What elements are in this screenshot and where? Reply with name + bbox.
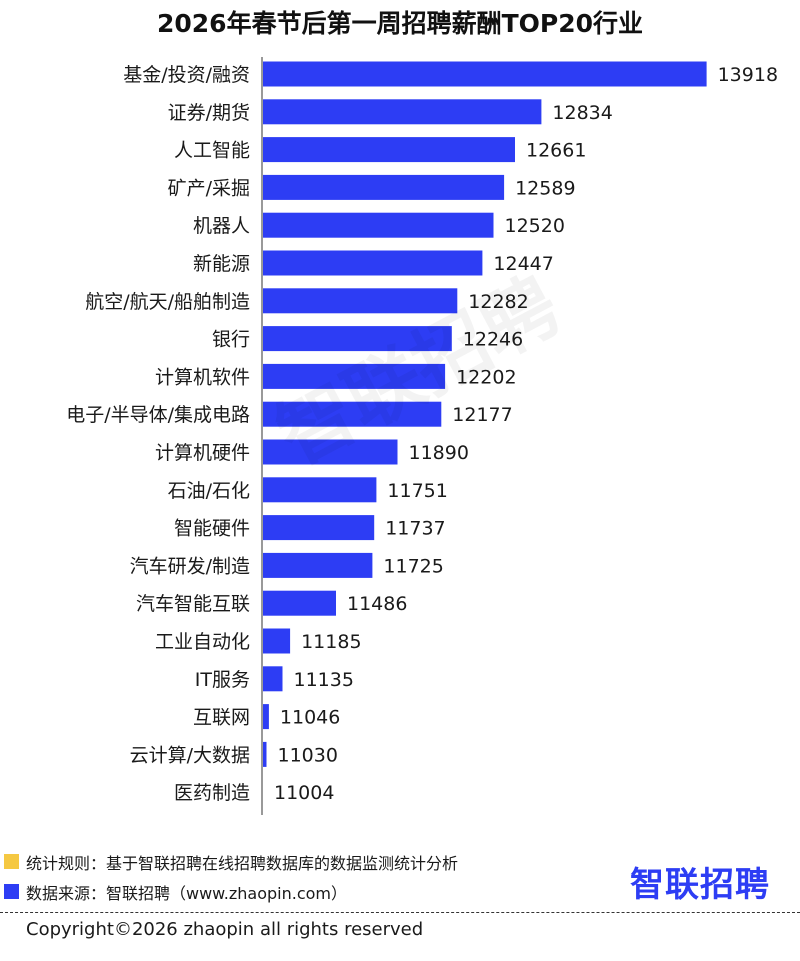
legend-source-swatch <box>4 884 19 899</box>
value-label-18: 11046 <box>280 707 340 729</box>
value-label-4: 12589 <box>515 177 575 199</box>
category-label-15: 汽车智能互联 <box>136 593 250 615</box>
bar-10 <box>263 401 442 427</box>
zhaopin-logo: 智联招聘 <box>630 865 770 905</box>
category-label-3: 人工智能 <box>174 140 250 162</box>
value-label-5: 12520 <box>505 215 565 237</box>
bar-18 <box>263 704 269 730</box>
value-label-8: 12246 <box>463 329 523 351</box>
value-label-9: 12202 <box>456 366 516 388</box>
value-label-19: 11030 <box>278 744 338 766</box>
value-label-12: 11751 <box>387 480 447 502</box>
category-label-7: 航空/航天/船舶制造 <box>85 291 250 313</box>
value-label-16: 11185 <box>301 631 361 653</box>
value-label-13: 11737 <box>385 518 445 540</box>
category-label-6: 新能源 <box>193 253 250 275</box>
legend-rule-swatch <box>4 854 19 869</box>
category-label-1: 基金/投资/融资 <box>123 64 250 86</box>
category-label-5: 机器人 <box>193 215 250 237</box>
value-label-7: 12282 <box>468 291 528 313</box>
bar-5 <box>263 212 494 238</box>
bar-7 <box>263 288 458 314</box>
bar-13 <box>263 515 375 541</box>
value-label-6: 12447 <box>493 253 553 275</box>
bar-9 <box>263 363 446 389</box>
category-label-8: 银行 <box>212 329 250 351</box>
bar-12 <box>263 477 377 503</box>
category-label-19: 云计算/大数据 <box>130 744 250 766</box>
bar-3 <box>263 137 515 163</box>
bar-14 <box>263 552 373 578</box>
category-label-11: 计算机硬件 <box>155 442 250 464</box>
category-label-13: 智能硬件 <box>174 518 250 540</box>
category-label-9: 计算机软件 <box>155 366 250 388</box>
category-label-17: IT服务 <box>195 669 250 691</box>
value-label-15: 11486 <box>347 593 407 615</box>
category-label-18: 互联网 <box>193 707 250 729</box>
value-label-14: 11725 <box>383 555 443 577</box>
chart-title: 2026年春节后第一周招聘薪酬TOP20行业 <box>157 9 643 38</box>
category-label-2: 证券/期货 <box>168 102 250 124</box>
category-label-16: 工业自动化 <box>155 631 250 653</box>
bar-2 <box>263 99 542 125</box>
category-label-4: 矿产/采掘 <box>168 177 250 199</box>
bar-19 <box>263 741 267 767</box>
bar-17 <box>263 666 283 692</box>
value-label-17: 11135 <box>294 669 354 691</box>
bar-6 <box>263 250 483 276</box>
value-label-10: 12177 <box>452 404 512 426</box>
bar-11 <box>263 439 398 465</box>
value-label-2: 12834 <box>552 102 612 124</box>
legend-source-text: 数据来源：智联招聘（www.zhaopin.com） <box>26 884 348 903</box>
bar-chart: 基金/投资/融资 13918 证券/期货 12834 人工智能 12661 矿产/采掘 125… <box>66 57 778 815</box>
footer-divider <box>0 912 800 913</box>
bar-8 <box>263 326 452 352</box>
bars-group: 基金/投资/融资 13918 证券/期货 12834 人工智能 12661 矿产/采掘 125… <box>66 61 778 804</box>
category-label-10: 电子/半导体/集成电路 <box>66 404 250 426</box>
category-label-12: 石油/石化 <box>168 480 250 502</box>
value-label-11: 11890 <box>409 442 469 464</box>
value-label-1: 13918 <box>718 64 778 86</box>
bar-15 <box>263 590 336 616</box>
value-label-20: 11004 <box>274 782 334 804</box>
bar-1 <box>263 61 707 87</box>
bar-16 <box>263 628 291 654</box>
value-label-3: 12661 <box>526 140 586 162</box>
legend-rule-text: 统计规则：基于智联招聘在线招聘数据库的数据监测统计分析 <box>26 854 459 873</box>
category-label-20: 医药制造 <box>174 782 250 804</box>
bar-4 <box>263 174 505 200</box>
copyright-text: Copyright©2026 zhaopin all rights reserv… <box>26 919 424 940</box>
category-label-14: 汽车研发/制造 <box>130 555 250 577</box>
